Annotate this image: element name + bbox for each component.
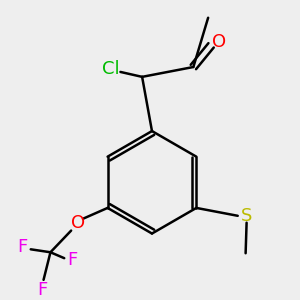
Text: F: F (18, 238, 28, 256)
Text: Cl: Cl (102, 60, 119, 78)
Text: O: O (71, 214, 85, 232)
Text: F: F (67, 251, 77, 269)
Text: S: S (241, 207, 252, 225)
Text: F: F (38, 281, 48, 299)
Text: O: O (212, 33, 226, 51)
